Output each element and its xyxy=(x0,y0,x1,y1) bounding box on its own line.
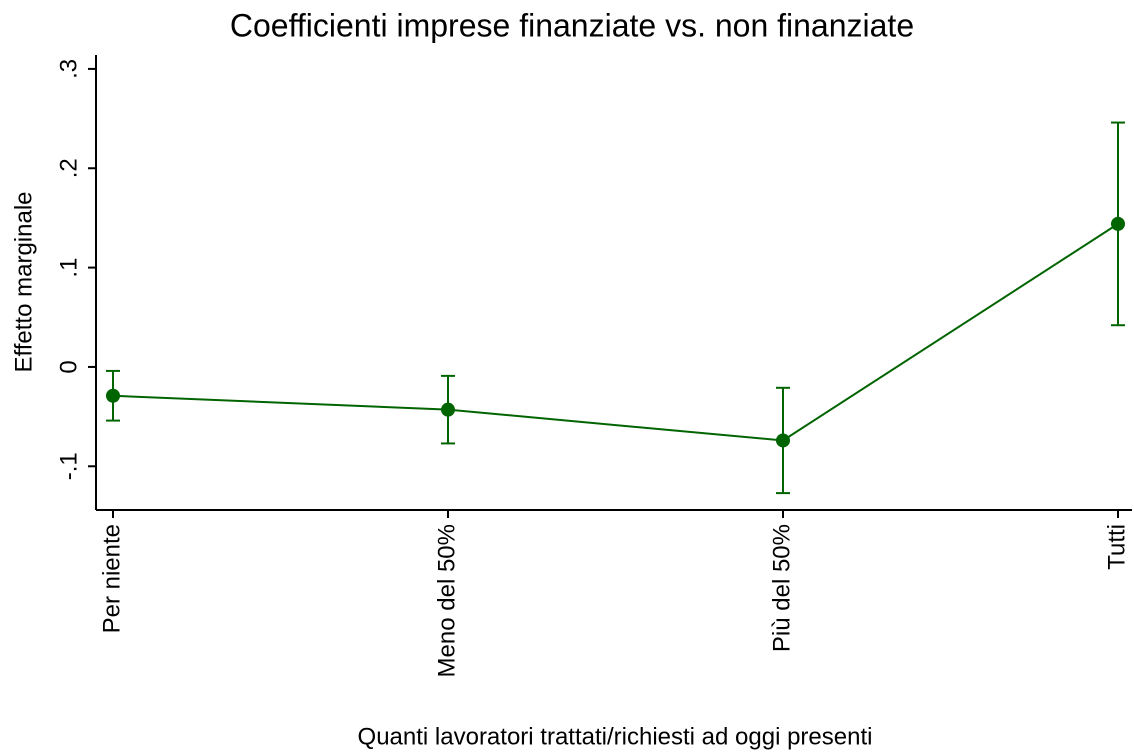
y-axis-label: Effetto marginale xyxy=(10,192,37,373)
point xyxy=(1111,216,1125,231)
point xyxy=(441,402,455,417)
y-tick-label: 0 xyxy=(55,360,82,373)
x-tick-label: Tutti xyxy=(1103,524,1130,570)
point xyxy=(776,433,790,448)
x-axis-label: Quanti lavoratori trattati/richiesti ad … xyxy=(358,723,873,750)
chart-title: Coefficienti imprese finanziate vs. non … xyxy=(230,7,914,43)
line xyxy=(112,223,1119,442)
x-tick-label: Per niente xyxy=(98,524,125,633)
point xyxy=(106,388,120,403)
x-tick-label: Più del 50% xyxy=(768,524,795,652)
y-tick-label: .2 xyxy=(55,158,82,178)
x-tick-label: Meno del 50% xyxy=(433,524,460,677)
y-tick-label: .3 xyxy=(55,59,82,79)
y-tick-label: .1 xyxy=(55,258,82,278)
y-tick-label: -.1 xyxy=(55,452,82,480)
